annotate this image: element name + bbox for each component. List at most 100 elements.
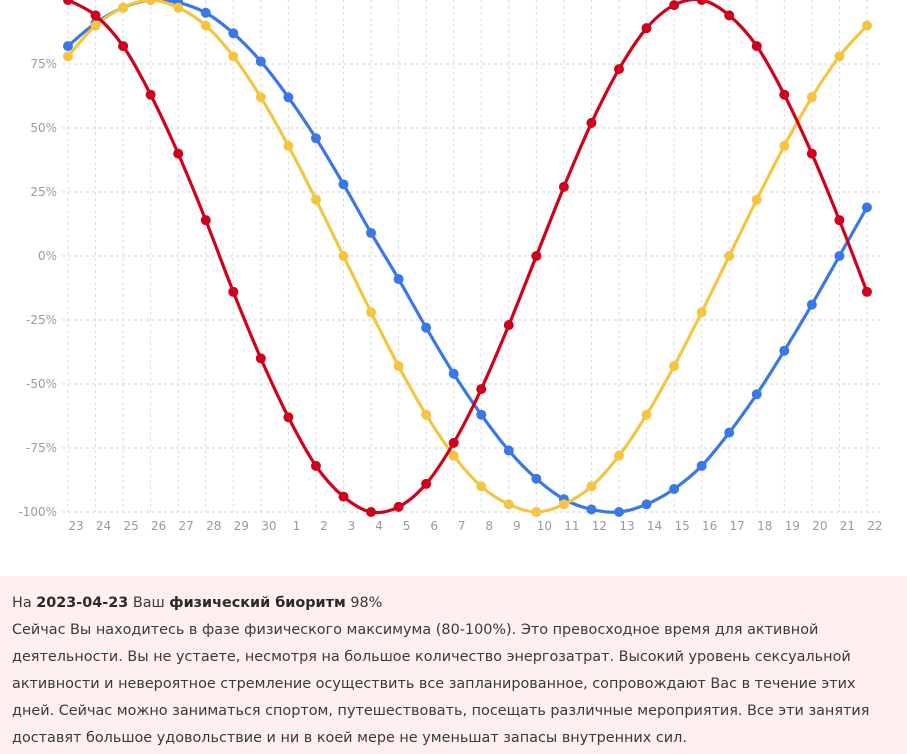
series-blue-point[interactable] <box>476 409 487 420</box>
series-blue-point[interactable] <box>228 28 239 39</box>
series-blue-point[interactable] <box>283 92 294 103</box>
x-tick-label: 22 <box>867 519 882 533</box>
series-red-point[interactable] <box>173 148 184 159</box>
series-red-point[interactable] <box>310 460 321 471</box>
series-blue-point[interactable] <box>779 345 790 356</box>
series-red-point[interactable] <box>338 491 349 502</box>
series-red-point[interactable] <box>806 148 817 159</box>
series-yellow-point[interactable] <box>751 194 762 205</box>
x-tick-label: 4 <box>375 519 383 533</box>
series-yellow-point[interactable] <box>586 481 597 492</box>
series-blue-point[interactable] <box>310 133 321 144</box>
series-yellow-point[interactable] <box>669 361 680 372</box>
x-tick-label: 5 <box>403 519 411 533</box>
series-yellow-point[interactable] <box>476 481 487 492</box>
series-red-point[interactable] <box>641 23 652 34</box>
series-red-point[interactable] <box>586 117 597 128</box>
series-blue-point[interactable] <box>861 202 872 213</box>
series-yellow-point[interactable] <box>421 409 432 420</box>
series-yellow-point[interactable] <box>696 307 707 318</box>
series-red-point[interactable] <box>63 0 73 5</box>
series-red-point[interactable] <box>228 286 239 297</box>
y-tick-label: -50% <box>26 377 57 391</box>
series-red-point[interactable] <box>669 0 680 11</box>
series-red-line <box>66 0 869 515</box>
series-red-point[interactable] <box>861 286 872 297</box>
series-blue-point[interactable] <box>834 251 845 261</box>
series-yellow-point[interactable] <box>173 2 184 13</box>
series-yellow-point[interactable] <box>255 92 266 103</box>
series-red-point[interactable] <box>145 89 156 100</box>
series-red-point[interactable] <box>448 437 459 448</box>
series-yellow-point[interactable] <box>531 507 542 517</box>
series-blue-point[interactable] <box>503 445 514 456</box>
series-yellow-point[interactable] <box>283 140 294 151</box>
x-tick-label: 18 <box>757 519 772 533</box>
series-yellow-point[interactable] <box>228 51 239 62</box>
series-red-point[interactable] <box>283 412 294 423</box>
series-yellow-point[interactable] <box>448 450 459 461</box>
series-blue-point[interactable] <box>696 460 707 471</box>
x-tick-label: 2 <box>320 519 328 533</box>
series-yellow-point[interactable] <box>834 51 845 62</box>
series-yellow-point[interactable] <box>63 51 73 62</box>
series-red-point[interactable] <box>90 10 101 21</box>
series-red-point[interactable] <box>614 64 624 75</box>
series-yellow-point[interactable] <box>310 194 321 205</box>
series-red-point[interactable] <box>476 384 487 395</box>
y-tick-label: -25% <box>26 313 57 327</box>
series-blue-point[interactable] <box>421 322 432 333</box>
series-red-point[interactable] <box>118 41 129 52</box>
series-red-point[interactable] <box>366 507 377 517</box>
series-yellow-point[interactable] <box>200 20 211 31</box>
series-blue-point[interactable] <box>724 427 735 438</box>
x-tick-label: 20 <box>812 519 827 533</box>
series-red-point[interactable] <box>696 0 707 5</box>
series-yellow-point[interactable] <box>806 92 817 103</box>
series-yellow-point[interactable] <box>641 409 652 420</box>
series-blue-point[interactable] <box>641 499 652 510</box>
series-blue-point[interactable] <box>366 227 377 238</box>
series-blue-point[interactable] <box>200 7 211 18</box>
x-tick-label: 30 <box>261 519 276 533</box>
series-red-point[interactable] <box>200 215 211 226</box>
series-blue-point[interactable] <box>669 483 680 494</box>
series-yellow-point[interactable] <box>614 450 624 461</box>
series-blue-point[interactable] <box>255 56 266 67</box>
series-red-point[interactable] <box>255 353 266 364</box>
series-blue-point[interactable] <box>751 389 762 400</box>
info-percent: 98% <box>350 595 383 611</box>
series-blue-point[interactable] <box>614 507 624 517</box>
series-yellow-point[interactable] <box>558 499 569 510</box>
series-yellow-point[interactable] <box>779 140 790 151</box>
series-blue-point[interactable] <box>531 473 542 484</box>
x-tick-label: 9 <box>513 519 521 533</box>
info-panel: На 2023-04-23 Ваш физический биоритм 98%… <box>0 576 907 754</box>
series-yellow-point[interactable] <box>118 2 129 13</box>
series-yellow-point[interactable] <box>366 307 377 318</box>
series-yellow-point[interactable] <box>145 0 156 5</box>
series-yellow-point[interactable] <box>503 499 514 510</box>
series-red-point[interactable] <box>724 10 735 21</box>
series-blue-point[interactable] <box>63 41 73 52</box>
series-red-point[interactable] <box>558 181 569 192</box>
series-blue-point[interactable] <box>586 504 597 515</box>
x-tick-label: 19 <box>785 519 800 533</box>
series-yellow-point[interactable] <box>90 20 101 31</box>
series-blue-point[interactable] <box>448 368 459 379</box>
series-yellow-point[interactable] <box>393 361 404 372</box>
series-red-point[interactable] <box>834 215 845 226</box>
series-yellow-point[interactable] <box>724 251 735 261</box>
series-blue-point[interactable] <box>338 179 349 190</box>
series-red-point[interactable] <box>421 478 432 489</box>
series-red-point[interactable] <box>531 251 542 261</box>
series-red-point[interactable] <box>393 501 404 512</box>
series-yellow-point[interactable] <box>861 20 872 31</box>
series-red-point[interactable] <box>503 320 514 331</box>
series-yellow-point[interactable] <box>338 251 349 261</box>
series-red-point[interactable] <box>779 89 790 100</box>
series-red-point[interactable] <box>751 41 762 52</box>
series-blue-point[interactable] <box>806 299 817 310</box>
x-tick-label: 11 <box>564 519 579 533</box>
series-blue-point[interactable] <box>393 274 404 285</box>
